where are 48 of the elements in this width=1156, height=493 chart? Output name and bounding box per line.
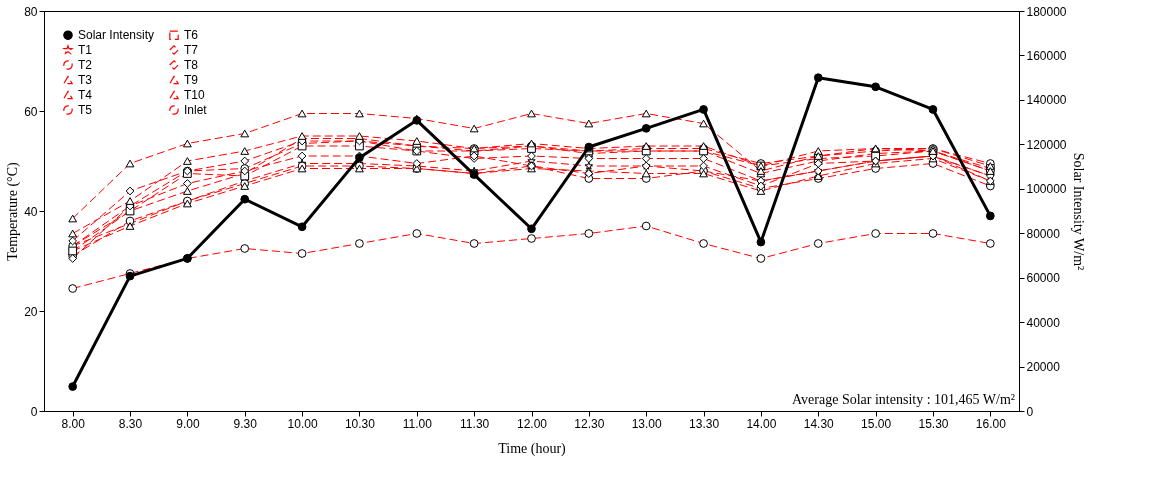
y-axis-title: Temperature (°C) — [5, 162, 22, 261]
y2-tick-label: 0 — [1026, 404, 1034, 419]
y2-tick-label: 180000 — [1026, 4, 1067, 19]
x-tick-label: 16.00 — [975, 416, 1007, 431]
x-tick-label: 10.30 — [344, 416, 376, 431]
y2-tick-label: 60000 — [1026, 271, 1061, 286]
x-tick-label: 9.00 — [176, 416, 200, 431]
y2-tick-label: 80000 — [1026, 226, 1061, 241]
annotation: Average Solar intensity : 101,465 W/m² — [792, 392, 1015, 407]
x-tick-label: 14.00 — [746, 416, 777, 431]
x-tick-label: 13.30 — [689, 416, 720, 431]
x-tick-label: 12.30 — [574, 416, 605, 431]
y2-axis-title: Solar Intensity W/m² — [1070, 152, 1086, 271]
y2-tick-label: 140000 — [1026, 93, 1067, 108]
y2-tick-label: 100000 — [1026, 182, 1067, 197]
x-tick-label: 10.00 — [287, 416, 318, 431]
legend-label: T8 — [184, 58, 199, 72]
legend-label: T7 — [184, 43, 199, 57]
y-tick-label: 40 — [24, 204, 38, 219]
x-tick-label: 12.00 — [516, 416, 548, 431]
x-axis-title: Time (hour) — [498, 440, 567, 457]
x-tick-label: 8.00 — [61, 416, 86, 431]
x-tick-label: 13.00 — [631, 416, 663, 431]
legend-label: Inlet — [184, 103, 208, 117]
y-tick-label: 20 — [24, 304, 38, 319]
x-tick-label: 11.30 — [460, 416, 490, 431]
y2-tick-label: 120000 — [1026, 137, 1067, 152]
legend-label: T9 — [184, 73, 199, 87]
y2-tick-label: 20000 — [1026, 360, 1061, 375]
y2-tick-label: 160000 — [1026, 48, 1067, 63]
x-tick-label: 8.30 — [118, 416, 143, 431]
x-tick-label: 9.30 — [233, 416, 258, 431]
legend-label: T10 — [184, 88, 205, 102]
legend-label: Solar Intensity — [78, 28, 155, 43]
legend-label: T2 — [78, 58, 93, 72]
x-tick-label: 11.00 — [402, 416, 433, 431]
legend-label: T3 — [78, 73, 93, 87]
legend-label: T4 — [78, 88, 93, 102]
x-tick-label: 14.30 — [803, 416, 835, 431]
y-tick-label: 80 — [24, 4, 38, 19]
legend-label: T6 — [184, 28, 199, 43]
y2-tick-label: 40000 — [1026, 315, 1061, 330]
x-tick-label: 15.30 — [918, 416, 949, 431]
x-tick-label: 15.00 — [861, 416, 892, 431]
y-tick-label: 60 — [24, 104, 38, 119]
y-tick-label: 0 — [30, 404, 38, 419]
legend-label: T1 — [78, 43, 93, 57]
legend-label: T5 — [78, 103, 93, 117]
